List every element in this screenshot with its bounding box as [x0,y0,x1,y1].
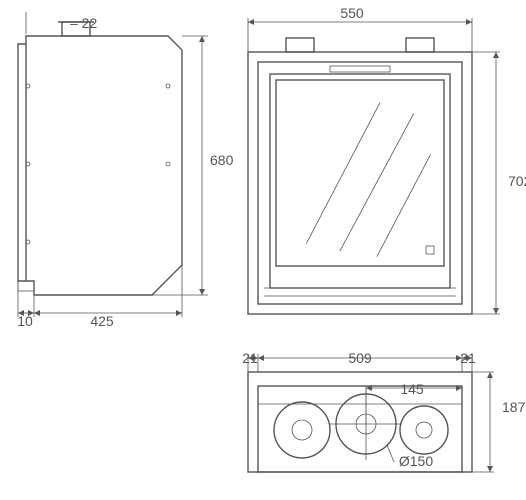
svg-text:Ø150: Ø150 [399,453,433,469]
top-view: 21 509 21 145 187 Ø150 [242,350,525,472]
svg-text:550: 550 [340,5,364,21]
svg-text:702: 702 [508,173,526,189]
svg-text:187: 187 [502,399,526,415]
front-view: 550 702 [248,5,526,314]
svg-text:425: 425 [90,313,114,329]
svg-text:– 22: – 22 [70,15,97,31]
svg-text:680: 680 [210,152,234,168]
svg-text:10: 10 [17,313,33,329]
svg-text:509: 509 [348,350,372,366]
svg-text:21: 21 [460,350,476,366]
technical-drawing: – 22 680 10 425 550 702 21 509 21 145 187 Ø150 [0,0,526,500]
svg-text:21: 21 [242,350,258,366]
side-view: – 22 680 10 425 [17,12,233,329]
svg-text:145: 145 [400,381,424,397]
